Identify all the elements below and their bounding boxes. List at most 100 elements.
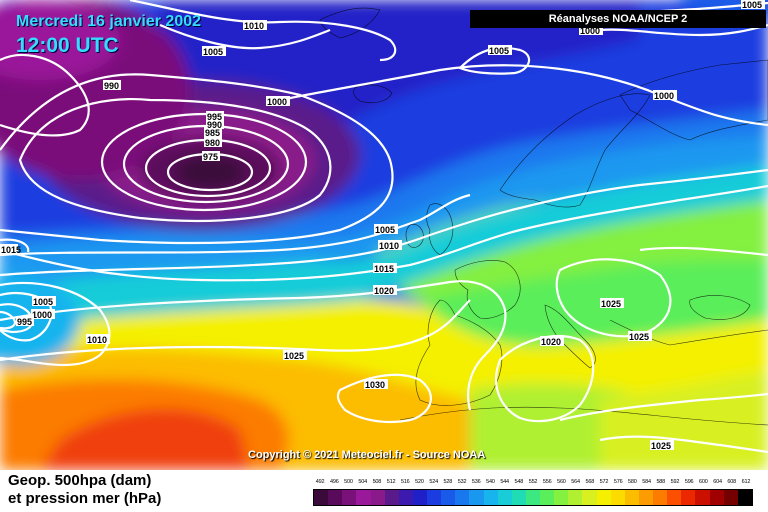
isobar-1000-ne — [599, 23, 768, 37]
color-scale-label: 596 — [684, 479, 694, 485]
color-scale-label: 548 — [514, 479, 524, 485]
isobar-1015-left — [0, 238, 30, 253]
isobar-label-1025-se: 1025 — [651, 441, 671, 451]
color-scale-swatch — [328, 490, 343, 505]
isobar-label-995: 995 — [207, 112, 222, 122]
color-scale-swatch — [540, 490, 555, 505]
color-scale-swatch — [723, 490, 738, 505]
isobar-1010-top — [129, 0, 397, 62]
legend-title-pressure: et pression mer (hPa) — [8, 490, 162, 507]
color-scale-swatch — [483, 490, 498, 505]
color-scale-swatch — [653, 490, 668, 505]
color-scale-swatch — [638, 490, 653, 505]
isobar-1000 — [0, 73, 394, 245]
isobar-label-1025: 1025 — [284, 351, 304, 361]
color-scale-swatch — [455, 490, 470, 505]
legend-title-geopotential: Geop. 500hpa (dam) — [8, 472, 152, 489]
map-time: 12:00 UTC — [16, 34, 119, 57]
color-scale-swatch — [695, 490, 710, 505]
geopotential-field — [0, 0, 768, 470]
color-scale-label: 604 — [713, 479, 722, 485]
isobar-label-1005: 1005 — [375, 225, 395, 235]
isobar-1005 — [0, 193, 471, 257]
isobar-label-1000: 1000 — [267, 97, 287, 107]
color-scale-label: 552 — [528, 479, 538, 485]
color-scale-label: 512 — [386, 479, 396, 485]
color-scale-swatch — [596, 490, 611, 505]
weather-map[interactable]: 975 980 985 990 995 990 1000 1005 1010 1… — [0, 0, 768, 470]
color-scale-swatch — [709, 490, 724, 505]
isobar-label-1000-top-right: 1000 — [580, 26, 600, 36]
isobar-label-995-atl: 995 — [17, 317, 32, 327]
color-scale-label: 580 — [628, 479, 637, 485]
color-scale-swatch — [441, 490, 456, 505]
isobar-label-1015: 1015 — [374, 264, 394, 274]
isobar-1015 — [0, 184, 768, 282]
color-scale-swatch — [398, 490, 413, 505]
color-scale-swatch — [469, 490, 484, 505]
color-scale-label: 592 — [670, 479, 680, 485]
color-scale-label: 556 — [542, 479, 552, 485]
color-scale-swatch — [568, 490, 583, 505]
color-scale-label: 516 — [400, 479, 410, 485]
color-scale-label: 536 — [471, 479, 481, 485]
color-scale-label: 492 — [315, 479, 325, 485]
isobar-label-1005-top: 1005 — [203, 47, 223, 57]
copyright-notice: Copyright © 2021 Meteociel.fr - Source N… — [248, 449, 486, 461]
color-scale-label: 504 — [358, 479, 367, 485]
color-scale-label: 588 — [656, 479, 666, 485]
color-scale-label: 496 — [329, 479, 339, 485]
isobar-label-990: 990 — [207, 120, 222, 130]
isobar-label-1010-top: 1010 — [244, 21, 264, 31]
color-scale-label: 500 — [344, 479, 353, 485]
color-scale-swatch — [427, 490, 442, 505]
isobar-995-atl — [0, 310, 17, 330]
color-scale-labels: 492 496 500 504 508 512 516 520 524 528 532 536 540 5… — [313, 479, 753, 488]
color-scale-swatch — [384, 490, 399, 505]
isobar-label-1005-atl: 1005 — [33, 297, 53, 307]
isobar-1025-s — [559, 392, 768, 422]
color-scale-swatch — [582, 490, 597, 505]
color-scale-swatch — [737, 490, 752, 505]
isobar-990-west — [0, 53, 90, 137]
isobar-1030 — [336, 373, 432, 424]
isobar-label-1030: 1030 — [365, 380, 385, 390]
isobar-1025-e — [639, 246, 768, 257]
color-scale-label: 524 — [429, 479, 438, 485]
isobar-labels: 975 980 985 990 995 990 1000 1005 1010 1… — [1, 0, 763, 451]
color-scale-label: 528 — [443, 479, 453, 485]
color-scale-label: 564 — [571, 479, 580, 485]
color-scale-swatch — [314, 490, 329, 505]
color-scale-label: 584 — [642, 479, 651, 485]
isobar-label-1010: 1010 — [379, 241, 399, 251]
isobar-995 — [18, 98, 332, 222]
color-scale-swatch — [681, 490, 696, 505]
color-scale-label: 544 — [500, 479, 509, 485]
color-scale-swatch — [624, 490, 639, 505]
color-scale-swatch — [412, 490, 427, 505]
color-scale-label: 520 — [415, 479, 424, 485]
color-scale-swatch — [610, 490, 625, 505]
isobar-label-1025-eur: 1025 — [601, 299, 621, 309]
isobar-1000-n — [279, 64, 768, 127]
color-scale-swatch — [370, 490, 385, 505]
color-scale-swatch — [525, 490, 540, 505]
color-scale-label: 608 — [727, 479, 736, 485]
color-scale-swatch — [511, 490, 526, 505]
isobar-1005-n — [458, 46, 531, 75]
isobar-label-1015-left: 1015 — [1, 245, 21, 255]
coastlines — [319, 7, 768, 426]
color-scale-swatch — [667, 490, 682, 505]
isobar-1025-se — [599, 435, 768, 454]
color-scale — [313, 489, 753, 506]
map-date: Mercredi 16 janvier 2002 — [16, 13, 202, 30]
isobar-label-1010-atl: 1010 — [87, 335, 107, 345]
color-scale-swatch — [356, 490, 371, 505]
isobar-label-990-west: 990 — [104, 81, 119, 91]
isobar-1005-top — [159, 23, 331, 50]
isobar-990 — [100, 112, 308, 212]
color-scale-label: 572 — [599, 479, 609, 485]
color-scale-label: 560 — [557, 479, 566, 485]
isobar-label-1025-e: 1025 — [629, 332, 649, 342]
